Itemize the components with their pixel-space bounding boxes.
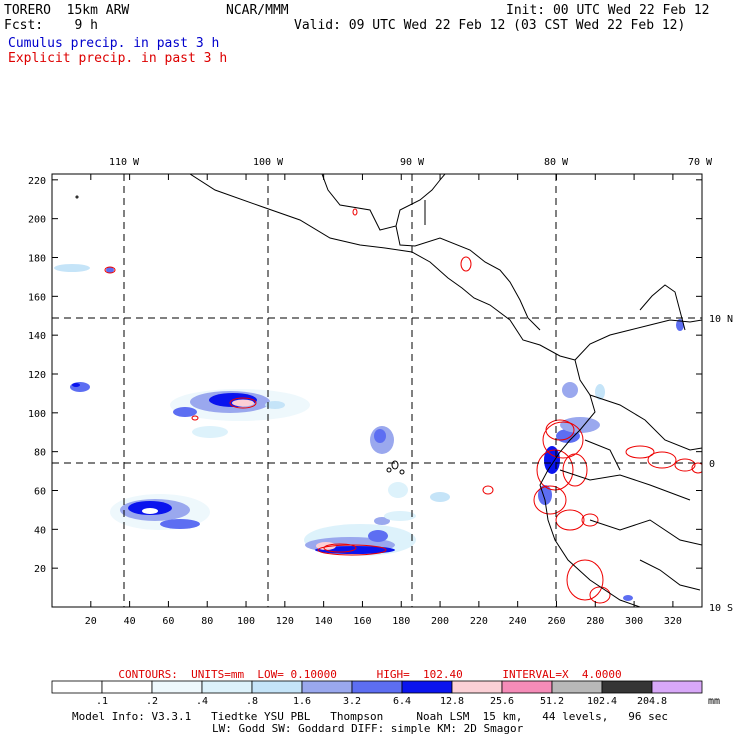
axis-labels: 20 40 60 80 100 120 140 160 180 200 220 240 260 280 30… xyxy=(28,157,733,627)
x-tick-label: 300 xyxy=(625,616,643,627)
colorbar-swatch xyxy=(251,680,303,694)
y-tick-label: 120 xyxy=(28,370,46,381)
colorbar-swatch xyxy=(301,680,353,694)
longitude-label: 70 W xyxy=(688,157,713,168)
x-tick-label: 100 xyxy=(237,616,255,627)
colorbar-label: .4 xyxy=(196,696,208,707)
x-tick-label: 40 xyxy=(124,616,136,627)
y-tick-label: 80 xyxy=(34,448,46,459)
colorbar-swatch xyxy=(151,680,203,694)
y-tick-label: 20 xyxy=(34,564,46,575)
longitude-label: 90 W xyxy=(400,157,425,168)
x-tick-label: 120 xyxy=(276,616,294,627)
colorbar-unit: mm xyxy=(708,696,720,707)
x-tick-label: 140 xyxy=(315,616,333,627)
colorbar-label: 6.4 xyxy=(393,696,411,707)
x-tick-label: 320 xyxy=(664,616,682,627)
x-tick-label: 60 xyxy=(162,616,174,627)
colorbar-swatch xyxy=(501,680,553,694)
organization-label: NCAR/MMM xyxy=(226,3,289,18)
physics-info-line: LW: Godd SW: Goddard DIFF: simple KM: 2D… xyxy=(212,722,524,735)
colorbar-label: 204.8 xyxy=(637,696,667,707)
y-tick-label: 40 xyxy=(34,525,46,536)
contours-info: CONTOURS: UNITS=mm LOW= 0.10000 HIGH= 10… xyxy=(118,668,622,681)
latitude-label: 10 N xyxy=(709,314,733,325)
precip-shading xyxy=(54,264,684,601)
explicit-field-label: Explicit precip. in past 3 h xyxy=(8,51,228,66)
colorbar-swatch xyxy=(101,680,153,694)
y-tick-label: 160 xyxy=(28,292,46,303)
y-tick-label: 180 xyxy=(28,253,46,264)
latitude-label: 0 xyxy=(709,459,715,470)
y-tick-label: 200 xyxy=(28,215,46,226)
colorbar-label: 25.6 xyxy=(490,696,514,707)
x-tick-label: 200 xyxy=(431,616,449,627)
colorbar: .1 .2 .4 .8 1.6 3.2 6.4 12.8 25.6 51.2 102.4 204.8 m… xyxy=(51,680,720,707)
colorbar-swatch xyxy=(601,680,653,694)
colorbar-label: .1 xyxy=(96,696,108,707)
longitude-label: 100 W xyxy=(253,157,284,168)
longitude-label: 110 W xyxy=(109,157,140,168)
model-info-line: Model Info: V3.3.1 Tiedtke YSU PBL Thomp… xyxy=(72,710,669,723)
colorbar-swatch xyxy=(451,680,503,694)
colorbar-label: 3.2 xyxy=(343,696,361,707)
x-tick-label: 260 xyxy=(547,616,565,627)
cumulus-field-label: Cumulus precip. in past 3 h xyxy=(8,36,220,51)
colorbar-swatch xyxy=(51,680,103,694)
x-tick-label: 220 xyxy=(470,616,488,627)
colorbar-label: .8 xyxy=(246,696,258,707)
init-time: Init: 00 UTC Wed 22 Feb 12 xyxy=(506,3,710,18)
colorbar-swatch xyxy=(201,680,253,694)
axis-ticks xyxy=(52,174,702,607)
colorbar-label: 51.2 xyxy=(540,696,564,707)
coastlines xyxy=(75,174,702,607)
colorbar-swatch xyxy=(551,680,603,694)
latitude-label: 10 S xyxy=(709,603,733,614)
y-tick-label: 60 xyxy=(34,486,46,497)
y-tick-label: 140 xyxy=(28,331,46,342)
x-tick-label: 20 xyxy=(85,616,97,627)
map-frame xyxy=(51,173,703,608)
y-tick-label: 220 xyxy=(28,176,46,187)
x-tick-label: 160 xyxy=(353,616,371,627)
colorbar-label: 12.8 xyxy=(440,696,464,707)
lat-lon-grid xyxy=(52,174,702,607)
colorbar-label: 102.4 xyxy=(587,696,617,707)
model-title: TORERO 15km ARW xyxy=(4,3,130,18)
valid-time: Valid: 09 UTC Wed 22 Feb 12 (03 CST Wed … xyxy=(294,18,686,33)
colorbar-swatch xyxy=(401,680,453,694)
longitude-label: 80 W xyxy=(544,157,569,168)
colorbar-label: 1.6 xyxy=(293,696,311,707)
x-tick-label: 280 xyxy=(586,616,604,627)
x-tick-label: 240 xyxy=(509,616,527,627)
colorbar-label: .2 xyxy=(146,696,158,707)
colorbar-swatch xyxy=(351,680,403,694)
y-tick-label: 100 xyxy=(28,409,46,420)
explicit-precip-contours xyxy=(104,208,702,604)
forecast-hour: Fcst: 9 h xyxy=(4,18,98,33)
colorbar-swatch xyxy=(651,680,703,694)
x-tick-label: 80 xyxy=(201,616,213,627)
x-tick-label: 180 xyxy=(392,616,410,627)
